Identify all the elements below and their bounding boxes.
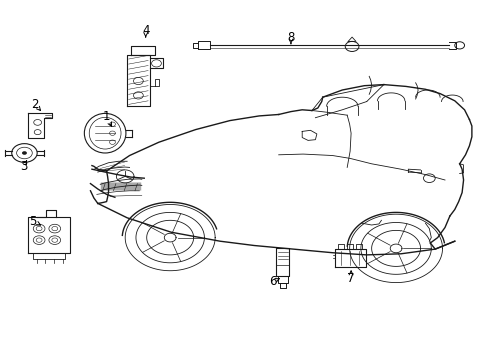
Text: 1: 1: [102, 111, 110, 123]
Text: 4: 4: [142, 24, 149, 37]
Text: 7: 7: [346, 273, 354, 285]
Text: 3: 3: [20, 160, 27, 173]
Text: 8: 8: [286, 31, 294, 44]
Text: 6: 6: [268, 275, 276, 288]
Circle shape: [22, 151, 27, 155]
Text: 2: 2: [31, 98, 39, 111]
Text: 5: 5: [29, 215, 37, 228]
